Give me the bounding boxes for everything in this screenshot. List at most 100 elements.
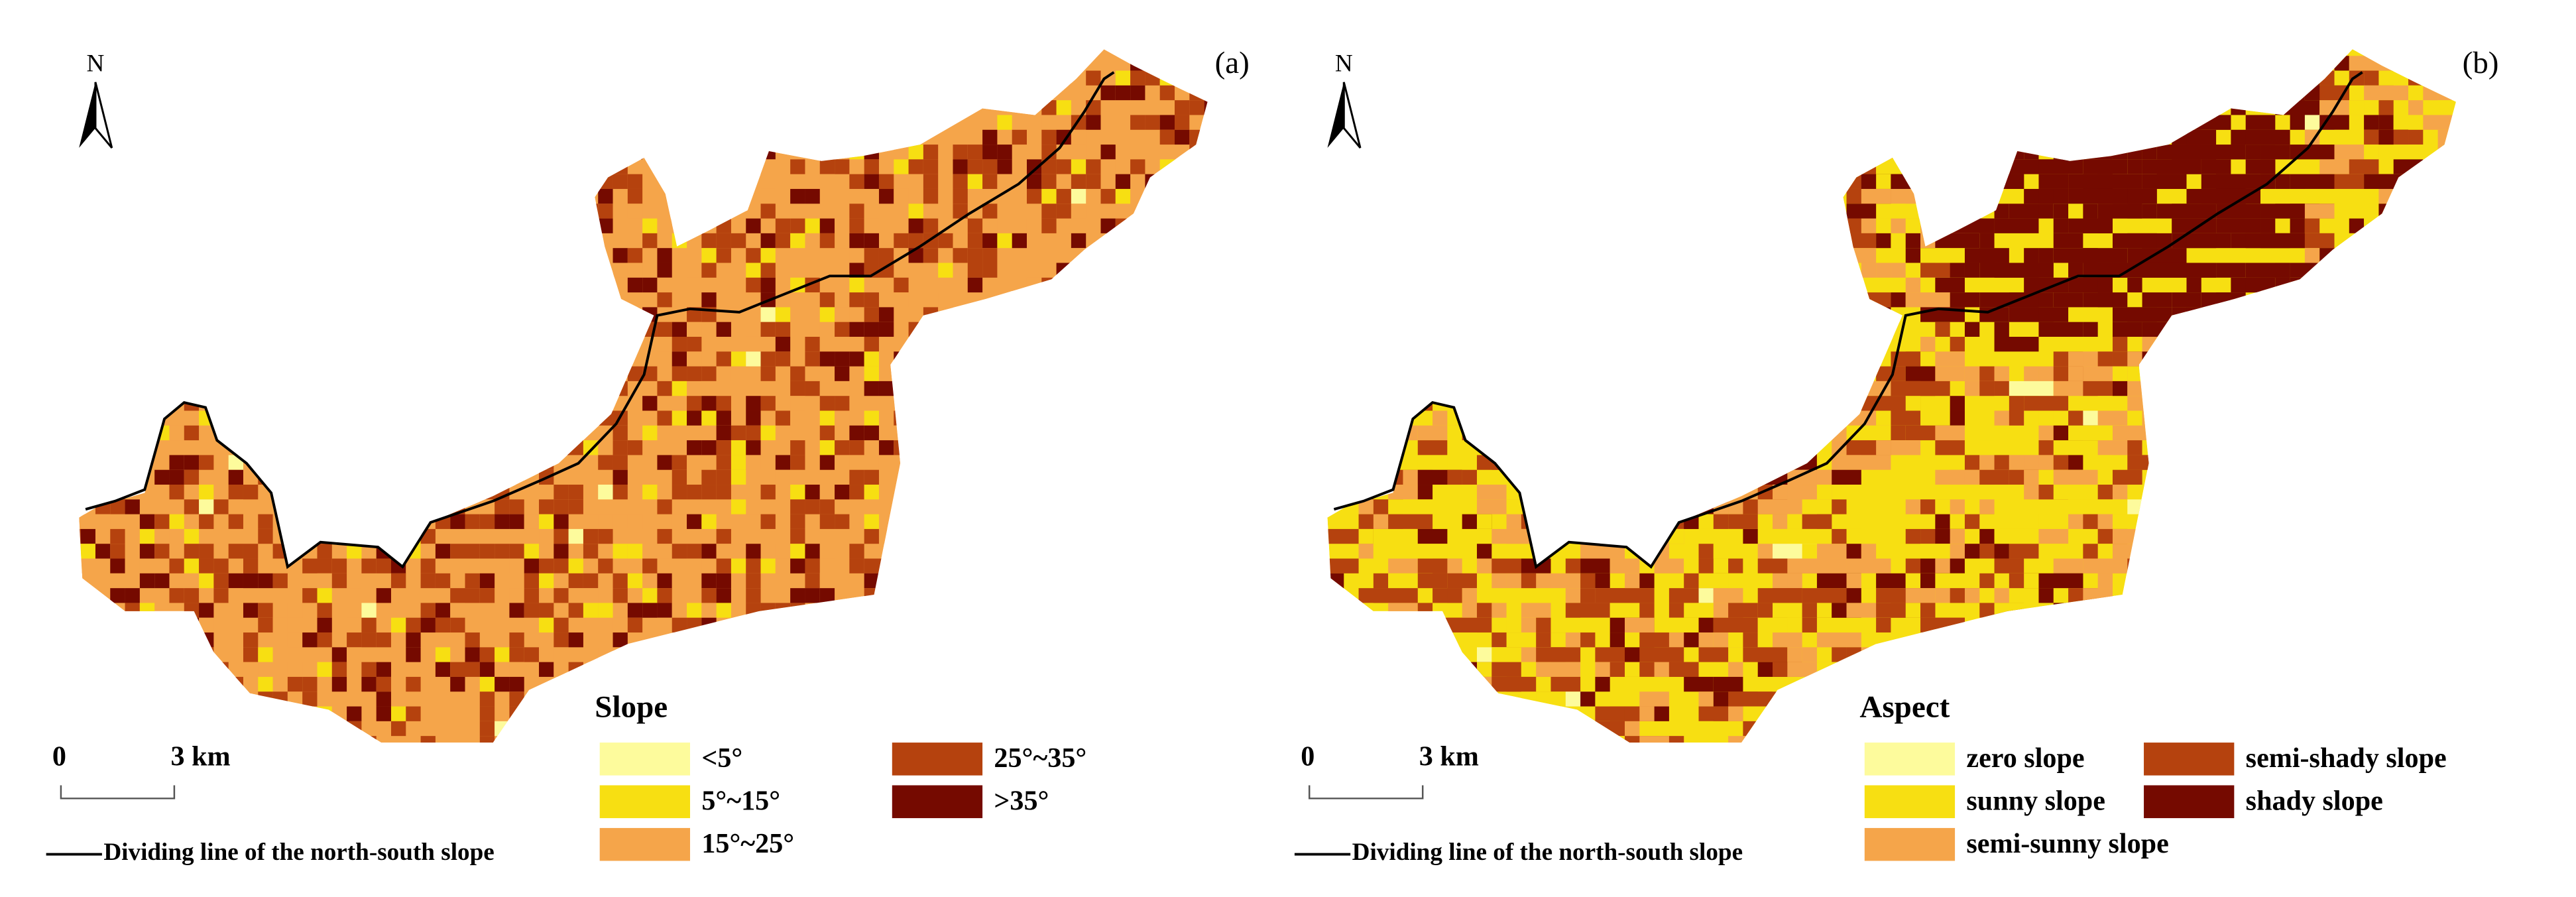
map-cell <box>819 603 835 618</box>
map-cell <box>287 248 303 263</box>
map-cell <box>509 750 524 765</box>
map-cell <box>938 617 953 633</box>
map-cell <box>583 292 599 308</box>
map-cell <box>376 588 391 603</box>
map-cell <box>450 410 465 426</box>
map-cell <box>835 307 850 322</box>
map-cell <box>835 603 850 618</box>
map-cell <box>1086 248 1101 263</box>
map-cell <box>524 750 539 765</box>
map-cell <box>1521 263 1537 278</box>
map-cell <box>2068 676 2113 692</box>
map-cell <box>213 499 229 514</box>
map-cell <box>2290 100 2320 115</box>
map-cell <box>1964 322 1980 337</box>
map-cell <box>1373 336 1403 352</box>
map-cell <box>627 617 643 633</box>
map-cell <box>598 100 613 115</box>
map-cell <box>1624 721 1640 737</box>
map-cell <box>406 750 420 765</box>
map-cell <box>169 528 184 544</box>
map-cell <box>1100 85 1116 101</box>
map-cell <box>2201 662 2246 677</box>
map-cell <box>1056 721 1071 737</box>
map-cell <box>376 662 391 677</box>
map-cell <box>2408 188 2424 204</box>
map-cell <box>953 188 968 204</box>
map-cell <box>243 410 259 426</box>
map-cell <box>1358 204 1374 219</box>
map-cell <box>1832 307 1877 322</box>
map-cell <box>2334 514 2365 529</box>
map-cell <box>2053 617 2098 633</box>
map-cell <box>760 145 776 160</box>
map-cell <box>2378 336 2424 352</box>
map-cell <box>1462 322 1507 337</box>
map-cell <box>509 396 524 411</box>
map-cell <box>908 721 923 737</box>
map-cell <box>1905 647 1936 662</box>
map-cell <box>790 410 805 426</box>
map-cell <box>760 188 776 204</box>
map-cell <box>258 603 273 618</box>
map-cell <box>2038 676 2054 692</box>
map-cell <box>1373 159 1418 174</box>
map-cell <box>2068 706 2098 721</box>
map-cell <box>1417 662 1462 677</box>
map-cell <box>213 145 229 160</box>
map-cell <box>1521 174 1566 189</box>
map-cell <box>2364 233 2394 249</box>
map-cell <box>1056 70 1071 86</box>
map-cell <box>1580 558 1610 573</box>
map-cell <box>1610 188 1640 204</box>
map-cell <box>1388 514 1433 529</box>
map-cell <box>642 129 658 145</box>
map-cell <box>2408 603 2438 618</box>
map-cell <box>1684 351 1714 367</box>
map-cell <box>805 499 820 514</box>
map-cell <box>554 292 569 308</box>
map-cell <box>746 145 761 160</box>
map-cell <box>1595 145 1610 160</box>
map-cell <box>760 263 776 278</box>
map-cell <box>878 322 894 337</box>
map-cell <box>524 188 540 204</box>
map-cell <box>435 292 451 308</box>
map-cell <box>2290 322 2335 337</box>
map-cell <box>2112 322 2142 337</box>
map-cell <box>376 322 391 337</box>
map-cell <box>2156 70 2201 86</box>
map-cell <box>1994 632 2009 648</box>
map-cell <box>1329 750 1359 765</box>
map-cell <box>302 632 318 648</box>
map-cell <box>2245 410 2276 426</box>
map-cell <box>1219 100 1234 115</box>
map-cell <box>243 70 259 86</box>
map-cell <box>1743 70 1788 86</box>
map-cell <box>1684 233 1714 249</box>
map-cell <box>435 322 451 337</box>
map-cell <box>627 115 643 130</box>
map-cell <box>2156 396 2187 411</box>
map-cell <box>967 662 983 677</box>
map-cell <box>1492 100 1537 115</box>
map-cell <box>1905 396 1921 411</box>
map-cell <box>894 425 909 441</box>
map-cell <box>1891 159 1906 174</box>
map-cell <box>1071 174 1086 189</box>
map-cell <box>997 218 1012 233</box>
map-cell <box>495 676 510 692</box>
map-cell <box>967 145 983 160</box>
map-cell <box>2083 544 2098 559</box>
map-cell <box>2186 336 2231 352</box>
map-cell <box>864 233 879 249</box>
map-cell <box>790 440 805 455</box>
map-cell <box>967 469 983 485</box>
map-cell <box>2408 381 2453 396</box>
map-cell <box>1891 263 1906 278</box>
map-cell <box>258 676 273 692</box>
map-cell <box>642 485 658 500</box>
map-cell <box>982 632 998 648</box>
map-cell <box>2290 617 2335 633</box>
map-cell <box>1935 617 1965 633</box>
